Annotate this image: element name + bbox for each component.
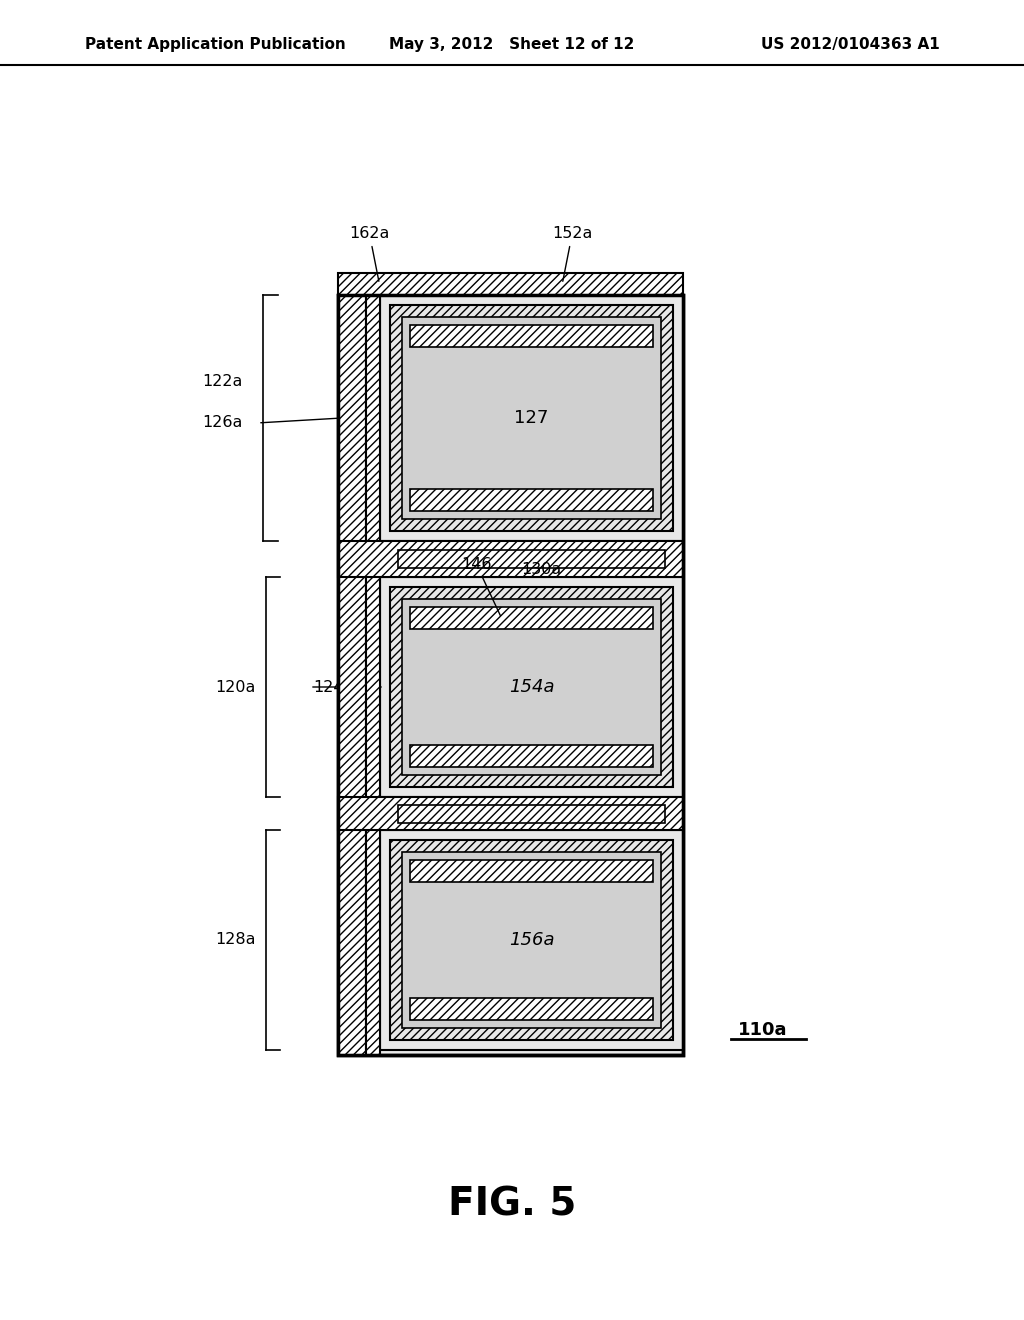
Text: 130a: 130a xyxy=(521,561,562,577)
Text: 154a: 154a xyxy=(509,678,554,696)
Bar xyxy=(390,587,673,787)
Text: 152a: 152a xyxy=(552,226,593,281)
Bar xyxy=(338,294,683,1055)
Bar xyxy=(410,607,653,630)
Bar xyxy=(402,317,662,519)
Bar xyxy=(402,851,662,1028)
Bar xyxy=(390,840,673,1040)
Bar xyxy=(410,861,653,882)
Bar xyxy=(380,294,683,541)
Bar xyxy=(338,294,683,1055)
Text: 122a: 122a xyxy=(203,374,243,388)
Bar xyxy=(338,541,683,577)
Bar xyxy=(380,830,683,1049)
Text: 120a: 120a xyxy=(216,680,256,694)
Text: May 3, 2012   Sheet 12 of 12: May 3, 2012 Sheet 12 of 12 xyxy=(389,37,635,53)
Bar xyxy=(410,325,653,347)
Bar xyxy=(398,550,665,568)
Bar xyxy=(410,744,653,767)
Bar xyxy=(398,805,665,822)
Bar xyxy=(410,998,653,1020)
Text: 110a: 110a xyxy=(738,1020,787,1039)
Bar xyxy=(410,488,653,511)
Bar xyxy=(338,797,683,830)
Text: US 2012/0104363 A1: US 2012/0104363 A1 xyxy=(761,37,940,53)
Text: 146: 146 xyxy=(461,557,501,615)
Text: 124a: 124a xyxy=(313,680,353,694)
Bar xyxy=(338,294,366,1055)
Text: 127: 127 xyxy=(514,409,549,426)
Text: FIG. 5: FIG. 5 xyxy=(447,1185,577,1224)
Text: 156a: 156a xyxy=(509,931,554,949)
Bar xyxy=(366,294,380,1055)
Text: 162a: 162a xyxy=(349,226,389,281)
Bar xyxy=(402,599,662,775)
Bar xyxy=(390,305,673,531)
Text: Patent Application Publication: Patent Application Publication xyxy=(85,37,346,53)
Bar xyxy=(380,577,683,797)
Bar xyxy=(338,273,683,294)
Text: 128a: 128a xyxy=(215,932,256,948)
Text: 126a: 126a xyxy=(203,416,243,430)
